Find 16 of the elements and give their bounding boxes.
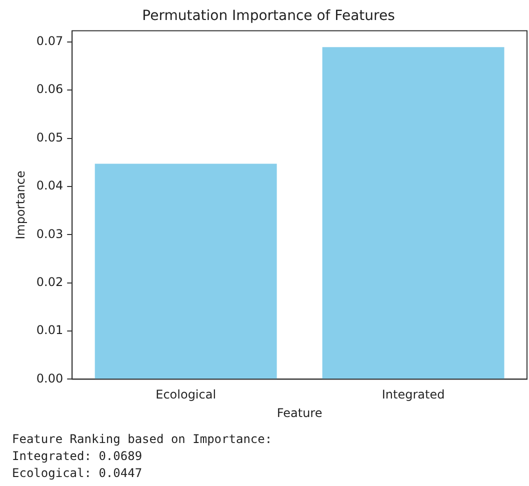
text: Feature Ranking based on Importance: [12,431,274,448]
x-tick-label: Integrated [382,388,445,402]
y-tick-label: 0.02 [36,274,64,289]
y-tick-label: 0.07 [36,34,64,48]
text: Ecological: 0.0447 [12,465,144,482]
y-axis-title: Importance [13,170,28,240]
y-tick-label: 0.05 [36,130,64,144]
chart-title: Permutation Importance of Features [142,8,395,24]
y-tick-label: 0.03 [36,226,64,241]
y-tick-label: 0.06 [36,82,64,96]
y-tick-label: 0.01 [36,323,64,338]
y-tick-label: 0.00 [36,371,64,386]
text: Integrated: 0.0689 [12,448,144,465]
y-tick-label: 0.04 [36,178,64,193]
x-tick-label: Ecological [156,388,216,402]
x-axis-title: Feature [276,406,322,420]
